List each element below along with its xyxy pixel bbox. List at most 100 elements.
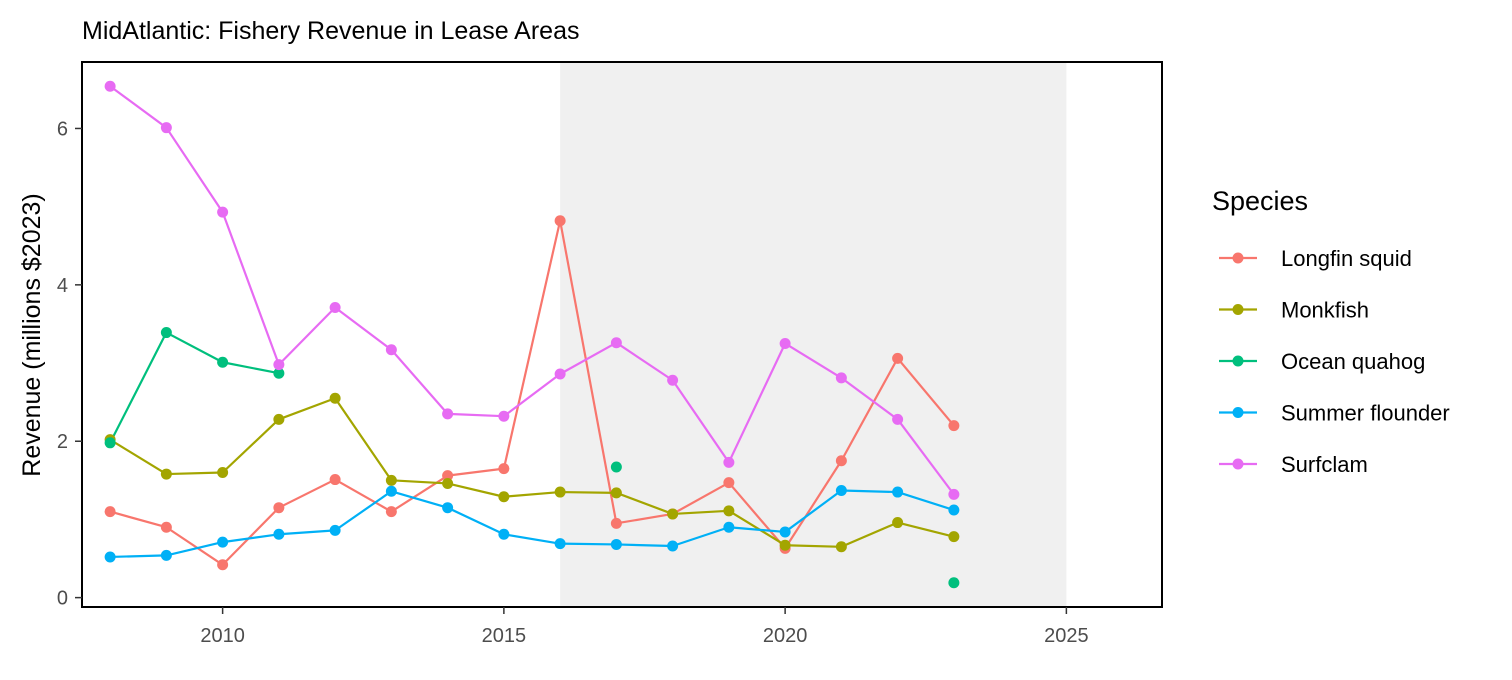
legend-key-point xyxy=(1232,355,1244,367)
series-line-ocean-quahog xyxy=(109,331,280,444)
legend-label: Summer flounder xyxy=(1281,401,1450,426)
x-tick-label: 2025 xyxy=(1044,625,1089,647)
x-tick-label: 2015 xyxy=(482,625,527,647)
y-tick-label: 6 xyxy=(57,118,68,140)
data-point-longfin-squid xyxy=(610,517,622,529)
data-point-summer-flounder xyxy=(104,551,116,563)
legend-key-point xyxy=(1232,458,1244,470)
data-point-summer-flounder xyxy=(329,524,341,536)
y-axis: 0 2 4 6 xyxy=(57,118,82,610)
data-point-surfclam xyxy=(385,344,397,356)
data-point-surfclam xyxy=(779,337,791,349)
series-line-longfin-squid xyxy=(109,219,955,566)
x-tick-label: 2010 xyxy=(200,625,245,647)
data-point-ocean-quahog xyxy=(160,327,172,339)
x-axis: 2010 2015 2020 2025 xyxy=(200,607,1089,647)
data-point-longfin-squid xyxy=(723,477,735,489)
series-group xyxy=(104,80,960,589)
data-point-monkfish xyxy=(779,539,791,551)
y-axis-title: Revenue (millions $2023) xyxy=(18,193,46,476)
data-point-ocean-quahog xyxy=(610,461,622,473)
data-point-longfin-squid xyxy=(554,215,566,227)
data-point-summer-flounder xyxy=(385,485,397,497)
data-point-ocean-quahog xyxy=(217,356,229,368)
legend-key-point xyxy=(1232,252,1244,264)
data-point-surfclam xyxy=(273,359,285,371)
legend-item: Summer flounder xyxy=(1219,401,1450,426)
legend: Species Longfin squid Monkfish Ocean quaho… xyxy=(1212,186,1450,477)
data-point-longfin-squid xyxy=(104,506,116,518)
x-tick-label: 2020 xyxy=(763,625,808,647)
data-point-surfclam xyxy=(498,410,510,422)
data-point-summer-flounder xyxy=(442,502,454,514)
data-point-surfclam xyxy=(667,374,679,386)
data-point-ocean-quahog xyxy=(948,577,960,589)
data-point-surfclam xyxy=(329,302,341,314)
data-point-surfclam xyxy=(948,488,960,500)
data-point-monkfish xyxy=(217,467,229,479)
legend-label: Surfclam xyxy=(1281,452,1368,477)
data-point-monkfish xyxy=(554,486,566,498)
data-point-longfin-squid xyxy=(948,420,960,432)
data-point-longfin-squid xyxy=(273,502,285,514)
legend-label: Longfin squid xyxy=(1281,246,1412,271)
data-point-summer-flounder xyxy=(723,521,735,533)
data-point-longfin-squid xyxy=(442,470,454,482)
data-point-monkfish xyxy=(329,392,341,404)
data-point-longfin-squid xyxy=(835,455,847,467)
data-point-monkfish xyxy=(723,505,735,517)
data-point-summer-flounder xyxy=(217,536,229,548)
data-point-summer-flounder xyxy=(498,528,510,540)
data-point-longfin-squid xyxy=(329,474,341,486)
y-tick-label: 0 xyxy=(57,588,68,610)
y-tick-label: 4 xyxy=(57,275,68,297)
data-point-summer-flounder xyxy=(835,484,847,496)
legend-item: Surfclam xyxy=(1219,452,1368,477)
data-point-surfclam xyxy=(835,372,847,384)
data-point-ocean-quahog xyxy=(273,367,285,379)
data-point-longfin-squid xyxy=(385,506,397,518)
data-point-surfclam xyxy=(442,408,454,420)
data-point-monkfish xyxy=(835,541,847,553)
data-point-monkfish xyxy=(442,477,454,489)
data-point-surfclam xyxy=(723,456,735,468)
legend-title: Species xyxy=(1212,186,1308,216)
series-line-summer-flounder xyxy=(110,489,955,559)
data-point-monkfish xyxy=(498,491,510,503)
data-point-surfclam xyxy=(892,413,904,425)
data-point-monkfish xyxy=(160,468,172,480)
data-point-summer-flounder xyxy=(610,538,622,550)
data-point-surfclam xyxy=(554,368,566,380)
legend-label: Ocean quahog xyxy=(1281,349,1425,374)
data-point-summer-flounder xyxy=(779,526,791,538)
data-point-summer-flounder xyxy=(273,528,285,540)
data-point-surfclam xyxy=(217,206,229,218)
legend-label: Monkfish xyxy=(1281,298,1369,323)
data-point-monkfish xyxy=(273,413,285,425)
data-point-surfclam xyxy=(160,122,172,134)
data-point-longfin-squid xyxy=(160,521,172,533)
data-point-longfin-squid xyxy=(498,463,510,475)
data-point-summer-flounder xyxy=(667,540,679,552)
legend-key-point xyxy=(1232,304,1244,315)
plot-panel xyxy=(81,61,1163,608)
data-point-monkfish xyxy=(948,531,960,543)
shaded-region xyxy=(560,62,1067,607)
legend-item: Longfin squid xyxy=(1219,246,1412,271)
data-point-monkfish xyxy=(667,508,679,520)
data-point-longfin-squid xyxy=(892,352,904,364)
data-point-summer-flounder xyxy=(892,486,904,498)
data-point-summer-flounder xyxy=(160,549,172,561)
data-point-surfclam xyxy=(610,337,622,349)
data-point-ocean-quahog xyxy=(104,437,116,449)
data-point-surfclam xyxy=(104,80,116,92)
legend-key-point xyxy=(1232,407,1244,418)
panel-border xyxy=(81,61,1163,608)
data-point-monkfish xyxy=(610,487,622,499)
data-point-longfin-squid xyxy=(217,559,229,571)
legend-item: Ocean quahog xyxy=(1219,349,1425,374)
chart-title: MidAtlantic: Fishery Revenue in Lease Ar… xyxy=(82,17,579,45)
data-point-monkfish xyxy=(892,517,904,529)
data-point-monkfish xyxy=(385,474,397,486)
